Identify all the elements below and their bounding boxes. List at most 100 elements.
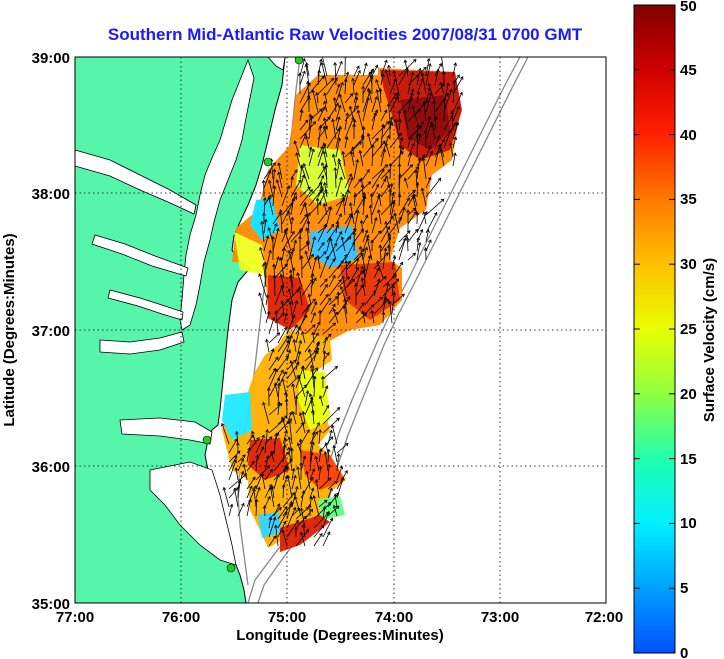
velocity-vector: [376, 260, 384, 279]
velocity-arrowhead: [344, 470, 348, 474]
velocity-arrowhead: [345, 71, 350, 76]
velocity-vector: [404, 178, 409, 189]
velocity-arrowhead: [348, 105, 353, 110]
velocity-arrowhead: [376, 278, 381, 283]
velocity-vector: [295, 326, 301, 344]
velocity-arrowhead: [358, 141, 362, 145]
velocity-vector: [443, 89, 452, 113]
velocity-vector: [299, 175, 305, 189]
y-tick-label: 36:00: [32, 459, 70, 476]
velocity-arrowhead: [339, 60, 343, 65]
velocity-vector: [337, 279, 355, 297]
velocity-arrowhead: [263, 197, 267, 201]
velocity-vector: [416, 237, 419, 252]
velocity-arrowhead: [386, 226, 391, 230]
y-tick-label: 39:00: [32, 50, 70, 67]
velocity-patch-red: [248, 438, 290, 480]
velocity-arrowhead: [267, 170, 272, 174]
velocity-arrowhead: [370, 304, 375, 308]
velocity-vector: [313, 422, 320, 434]
velocity-arrowhead: [370, 68, 374, 73]
velocity-vector: [389, 96, 398, 113]
velocity-arrowhead: [361, 302, 365, 306]
velocity-arrowhead: [307, 348, 312, 353]
velocity-vector: [335, 82, 344, 104]
velocity-vector: [404, 110, 409, 131]
velocity-arrowhead: [329, 487, 333, 492]
velocity-arrowhead: [399, 261, 404, 266]
velocity-arrowhead: [316, 321, 321, 326]
velocity-vector: [317, 146, 323, 158]
velocity-arrowhead: [416, 90, 421, 95]
velocity-arrowhead: [292, 506, 297, 511]
velocity-vector: [362, 195, 366, 216]
velocity-arrowhead: [313, 277, 317, 282]
velocity-vector: [286, 359, 297, 371]
velocity-arrowhead: [349, 214, 353, 219]
velocity-arrowhead: [316, 254, 321, 259]
velocity-arrowhead: [325, 255, 329, 260]
velocity-vector: [282, 492, 295, 508]
velocity-arrowhead: [283, 506, 288, 510]
velocity-vector: [306, 471, 311, 490]
velocity-vector: [425, 63, 431, 86]
velocity-vector: [362, 169, 370, 180]
velocity-arrowhead: [412, 193, 417, 198]
velocity-arrowhead: [302, 70, 306, 75]
velocity-vector: [421, 188, 427, 207]
velocity-arrowhead: [260, 220, 264, 225]
velocity-vector: [281, 247, 285, 261]
velocity-arrowhead: [240, 470, 245, 475]
velocity-arrowhead: [324, 385, 329, 389]
velocity-arrowhead: [334, 365, 338, 370]
velocity-vector: [380, 60, 388, 77]
velocity-vector: [264, 469, 273, 481]
velocity-vector: [328, 296, 338, 306]
velocity-vector: [407, 152, 412, 167]
velocity-arrowhead: [321, 75, 325, 80]
velocity-vector: [328, 258, 335, 270]
velocity-vector: [335, 137, 341, 158]
x-axis: 77:00 76:00 75:00 74:00 73:00 72:00 Long…: [56, 609, 623, 644]
velocity-arrowhead: [376, 195, 381, 199]
velocity-vector: [364, 304, 375, 315]
velocity-vector: [346, 253, 364, 270]
velocity-vector: [364, 268, 366, 288]
velocity-vector: [264, 505, 266, 517]
velocity-arrowhead: [301, 410, 306, 415]
velocity-arrowhead: [418, 67, 422, 72]
velocity-vector: [355, 302, 365, 315]
velocity-arrowhead: [332, 97, 337, 101]
velocity-vector: [407, 74, 419, 86]
velocity-vector: [236, 431, 239, 445]
velocity-arrowhead: [346, 189, 351, 194]
velocity-arrowhead: [242, 463, 247, 468]
velocity-vector: [352, 78, 355, 95]
velocity-arrowhead: [229, 503, 234, 508]
velocity-vector: [246, 476, 256, 490]
velocity-vector: [335, 161, 340, 180]
y-tick-label: 38:00: [32, 186, 70, 203]
velocity-arrowhead: [266, 387, 271, 391]
velocity-vector: [389, 151, 404, 167]
velocity-arrowhead: [308, 146, 313, 151]
velocity-vector: [290, 240, 297, 261]
velocity-arrowhead: [331, 118, 335, 123]
velocity-vector: [286, 399, 288, 416]
velocity-arrowhead: [340, 81, 344, 86]
velocity-arrowhead: [423, 66, 427, 71]
velocity-vector: [380, 109, 388, 122]
velocity-arrowhead: [375, 183, 380, 188]
velocity-vector: [308, 182, 323, 198]
velocity-vector: [272, 186, 276, 207]
velocity-vector: [328, 303, 336, 315]
velocity-arrowhead: [323, 251, 327, 255]
velocity-arrowhead: [293, 359, 297, 364]
velocity-vector: [344, 173, 352, 189]
velocity-vector: [288, 447, 293, 472]
velocity-arrowhead: [415, 132, 420, 137]
velocity-arrowhead: [421, 157, 426, 161]
velocity-vector: [299, 58, 305, 77]
velocity-arrowhead: [282, 520, 287, 525]
y-axis-label: Latitude (Degrees:Minutes): [1, 233, 18, 426]
